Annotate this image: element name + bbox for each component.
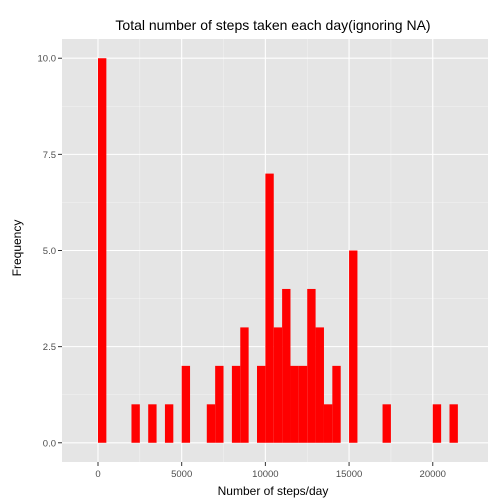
histogram-bars (97, 58, 458, 443)
histogram-bar (97, 58, 107, 443)
y-tick-label: 7.5 (43, 150, 56, 161)
x-axis-label: Number of steps/day (218, 484, 329, 498)
y-axis-ticks: 0.0 2.5 5.0 7.5 10.0 (38, 54, 62, 449)
histogram-bar (273, 327, 283, 443)
histogram-bar (240, 327, 249, 443)
y-tick-label: 2.5 (43, 342, 56, 353)
y-tick-label: 5.0 (43, 246, 56, 257)
histogram-bar (148, 404, 157, 443)
histogram-bar (382, 404, 391, 443)
histogram-bar (215, 365, 224, 443)
histogram-bar (323, 404, 333, 443)
histogram-bar (290, 365, 299, 443)
histogram-bar (298, 365, 308, 443)
y-tick-label: 0.0 (43, 438, 56, 449)
chart-title: Total number of steps taken each day(ign… (115, 17, 430, 33)
x-tick-label: 0 (95, 469, 100, 480)
x-axis-ticks: 0 5000 10000 15000 20000 (95, 462, 446, 480)
histogram-bar (164, 404, 174, 443)
x-tick-label: 5000 (171, 469, 192, 480)
histogram-bar (349, 250, 358, 443)
histogram-bar (265, 173, 274, 443)
y-axis-label: Frequency (10, 220, 24, 277)
histogram-bar (206, 404, 216, 443)
histogram-bar (231, 365, 241, 443)
histogram-bar (257, 365, 266, 443)
histogram-bar (449, 404, 458, 443)
y-tick-label: 10.0 (38, 54, 57, 65)
histogram-bar (307, 288, 316, 443)
histogram-bar (181, 365, 191, 443)
histogram-bar (282, 288, 291, 443)
histogram-bar (332, 365, 341, 443)
x-tick-label: 20000 (420, 469, 446, 480)
histogram-bar (315, 327, 324, 443)
histogram-bar (432, 404, 442, 443)
x-tick-label: 15000 (336, 469, 362, 480)
histogram-bar (131, 404, 140, 443)
x-tick-label: 10000 (252, 469, 278, 480)
